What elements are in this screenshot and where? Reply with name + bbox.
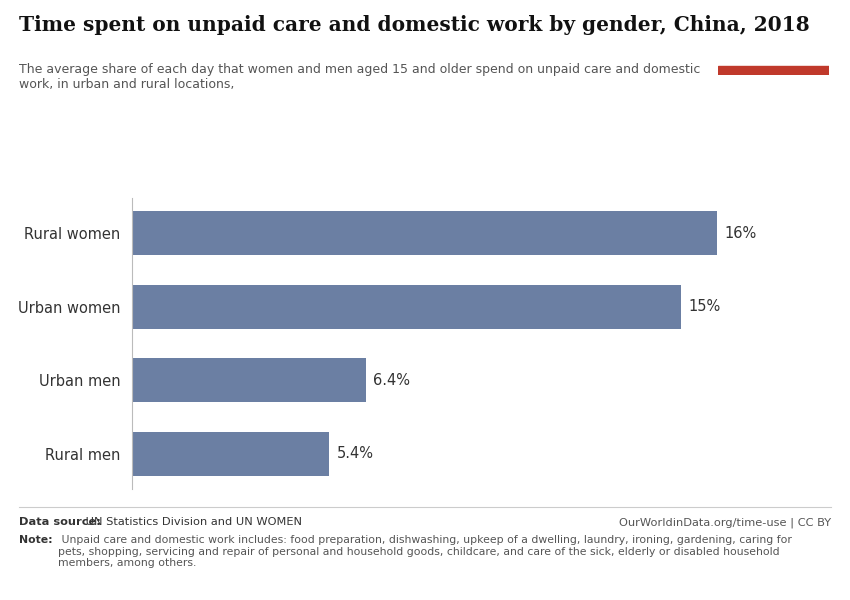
- Text: 6.4%: 6.4%: [373, 373, 411, 388]
- Bar: [132, 211, 717, 256]
- Bar: [718, 66, 829, 75]
- Text: OurWorldinData.org/time-use | CC BY: OurWorldinData.org/time-use | CC BY: [619, 517, 831, 528]
- Text: 16%: 16%: [724, 226, 756, 241]
- Bar: [132, 431, 329, 476]
- Text: 15%: 15%: [688, 299, 720, 314]
- Text: Unpaid care and domestic work includes: food preparation, dishwashing, upkeep of: Unpaid care and domestic work includes: …: [58, 535, 791, 568]
- Bar: [132, 285, 681, 329]
- Bar: [132, 358, 366, 402]
- Text: Time spent on unpaid care and domestic work by gender, China, 2018: Time spent on unpaid care and domestic w…: [19, 15, 809, 35]
- Text: Our World
in Data: Our World in Data: [738, 22, 809, 50]
- Text: Note:: Note:: [19, 535, 53, 545]
- Text: UN Statistics Division and UN WOMEN: UN Statistics Division and UN WOMEN: [82, 517, 303, 527]
- Text: Data source:: Data source:: [19, 517, 100, 527]
- Text: The average share of each day that women and men aged 15 and older spend on unpa: The average share of each day that women…: [19, 63, 700, 91]
- Text: 5.4%: 5.4%: [337, 446, 374, 461]
